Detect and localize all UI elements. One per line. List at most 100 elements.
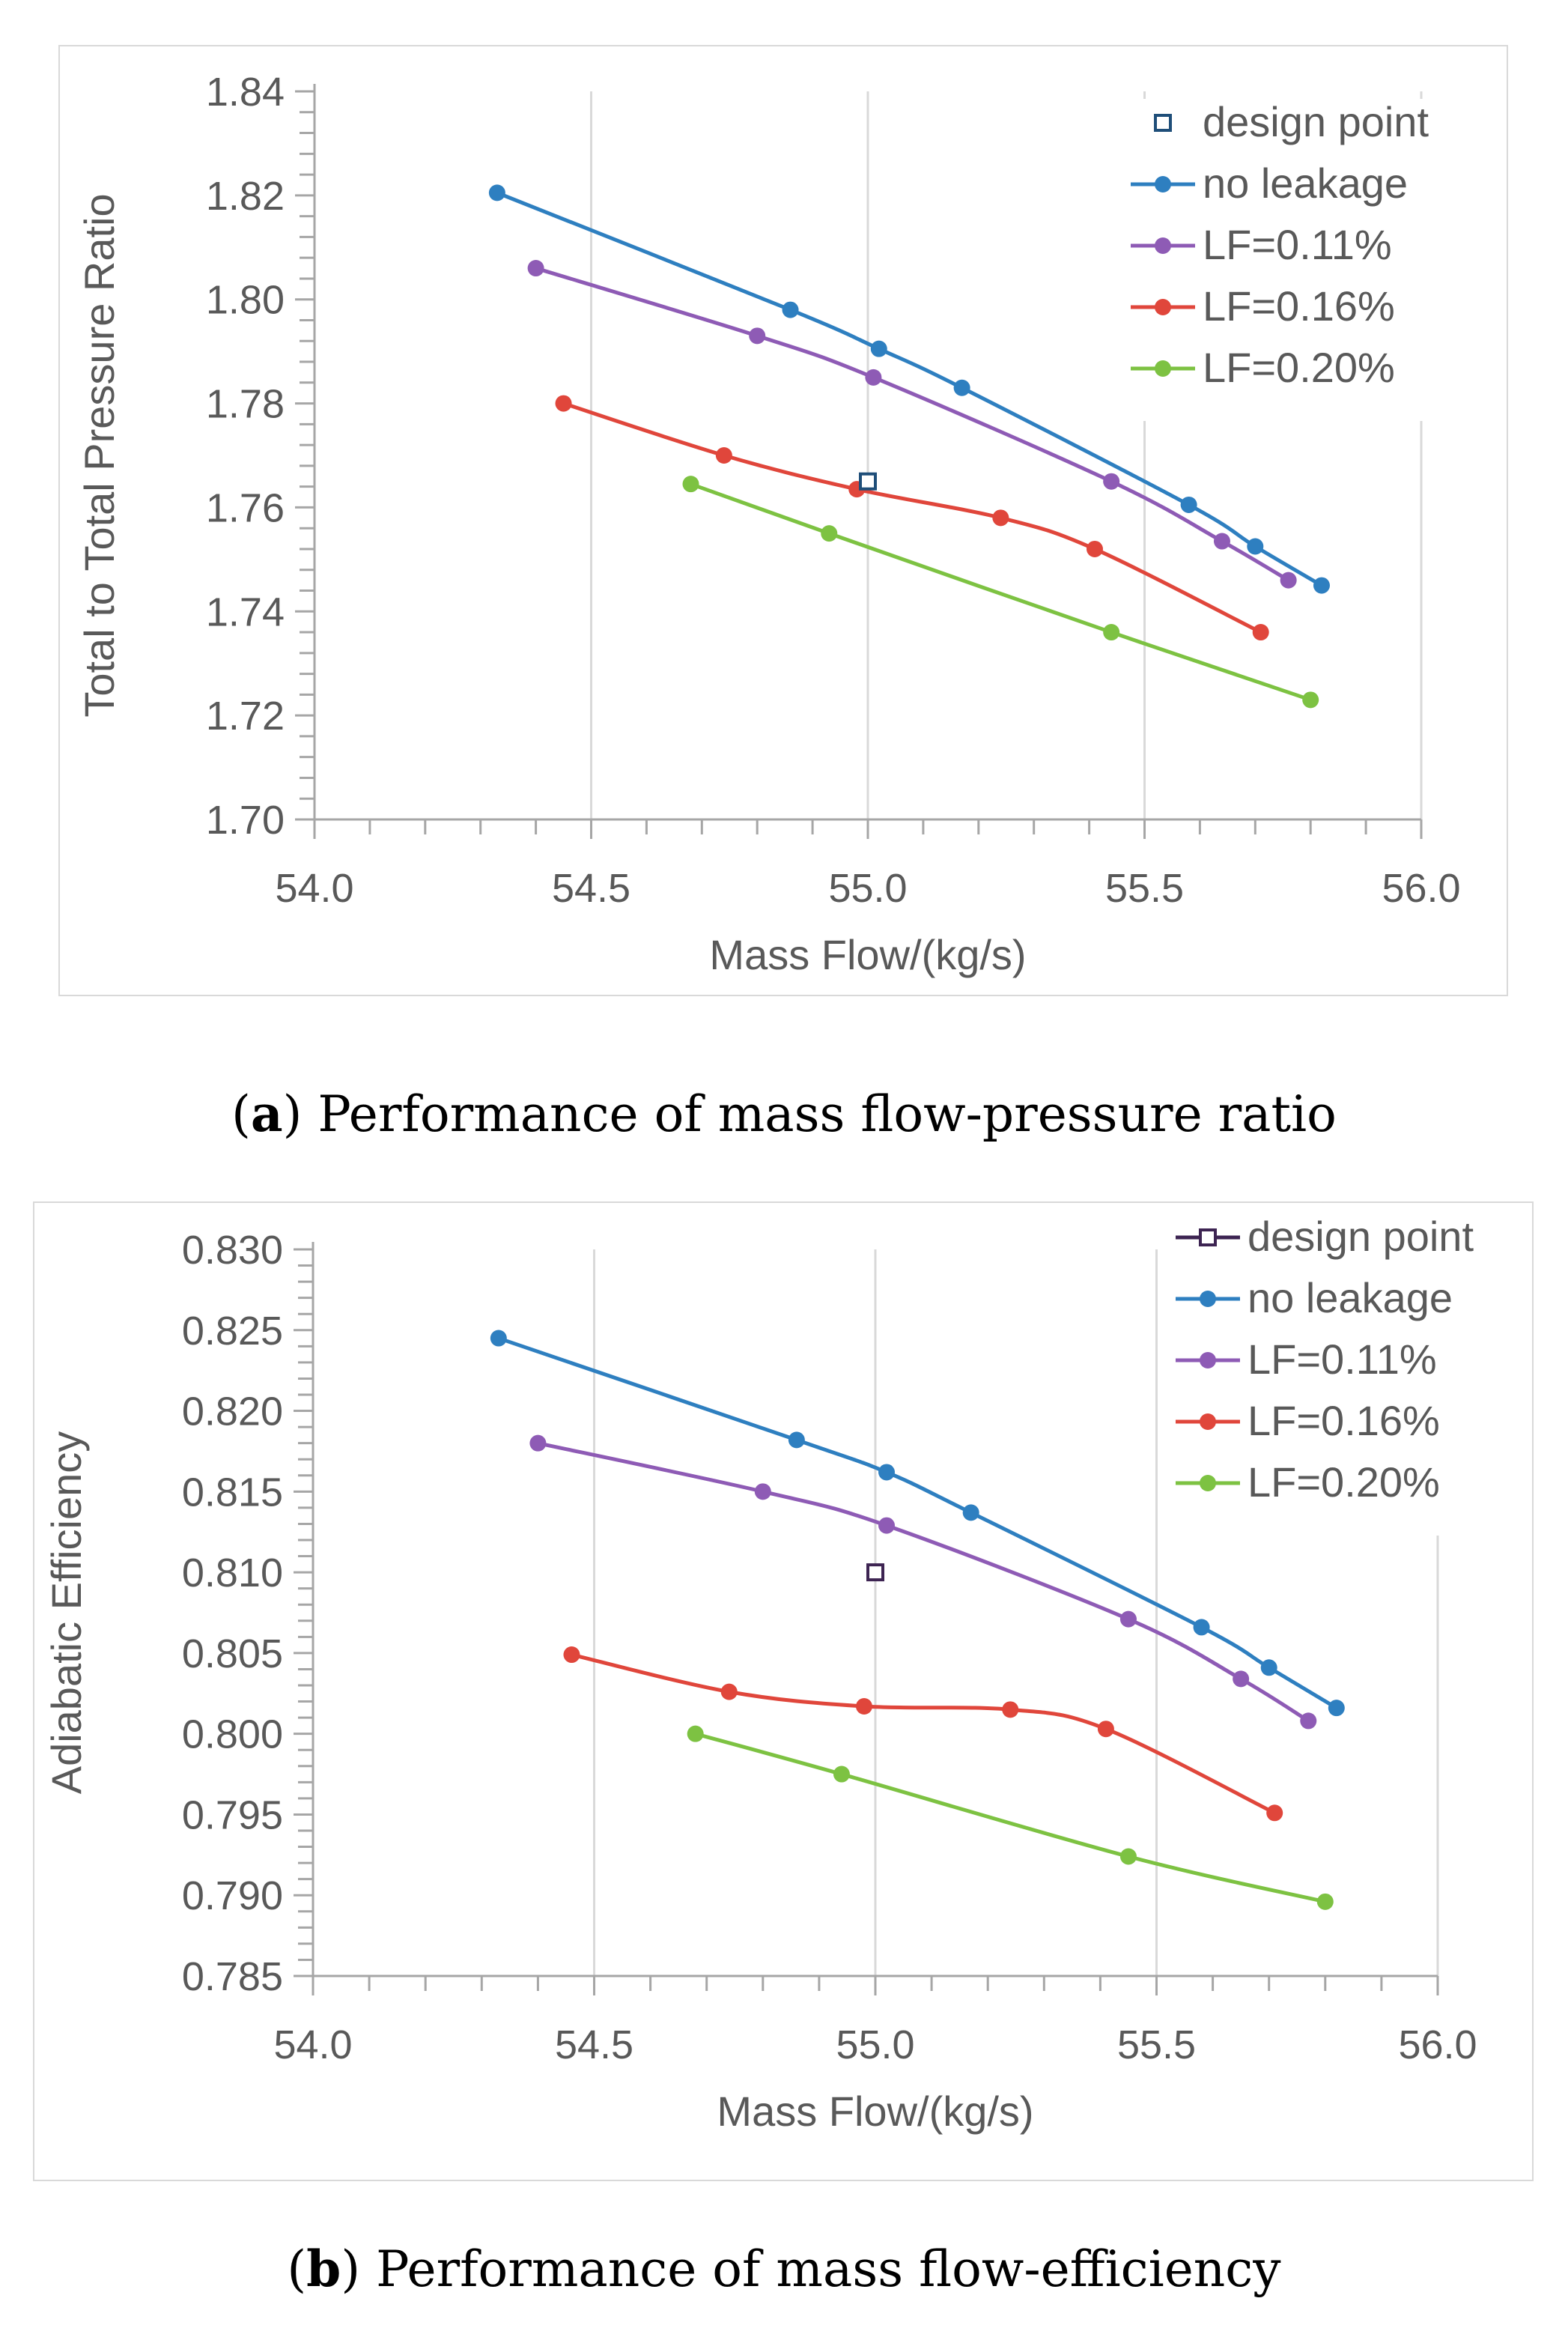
chart-b-series-point-2 — [1266, 1804, 1283, 1822]
chart-a-legend-marker — [1155, 176, 1171, 193]
chart-a-y-tick-label: 1.82 — [206, 174, 285, 219]
chart-b-x-tick-label: 54.0 — [273, 2022, 352, 2067]
chart-b-x-tick-label: 55.5 — [1117, 2022, 1196, 2067]
chart-b-y-tick-label: 0.785 — [182, 1954, 283, 1999]
chart-b-series-point-0 — [962, 1504, 979, 1521]
chart-b-series-point-0 — [788, 1431, 805, 1449]
chart-a-legend-label: LF=0.16% — [1203, 282, 1395, 330]
chart-b-series-point-2 — [855, 1698, 872, 1715]
chart-b-series-point-2 — [563, 1646, 580, 1664]
chart-a-series-point-2 — [555, 395, 572, 412]
chart-a-legend-marker — [1155, 360, 1171, 377]
chart-a-x-tick-label: 56.0 — [1382, 866, 1460, 911]
chart-b-legend-marker — [1200, 1413, 1216, 1430]
chart-b-series-point-3 — [833, 1765, 850, 1783]
chart-b-legend-marker — [1200, 1475, 1216, 1491]
chart-b-series-point-2 — [720, 1683, 738, 1700]
chart-b-series-point-2 — [1002, 1701, 1019, 1718]
chart-b-series-point-1 — [529, 1434, 547, 1452]
chart-a-legend-label: LF=0.20% — [1203, 344, 1395, 391]
chart-b-series-point-2 — [1097, 1721, 1114, 1738]
chart-b-legend-label: LF=0.11% — [1248, 1336, 1437, 1383]
chart-a-legend-marker — [1155, 237, 1171, 254]
chart-b-x-tick-label: 54.5 — [555, 2022, 633, 2067]
pressure-ratio-chart-svg: 54.0 54.5 55.0 55.5 56.0 1.70 1.72 1.74 1.76 1.78… — [76, 70, 1490, 978]
chart-b-series-point-3 — [687, 1725, 704, 1742]
chart-a-series-point-0 — [1247, 538, 1264, 555]
chart-a-design-point-marker — [859, 472, 877, 491]
chart-a-legend-label: no leakage — [1203, 160, 1408, 207]
chart-b-series-point-1 — [1300, 1712, 1317, 1730]
chart-a-legend-label: design point — [1203, 98, 1429, 145]
chart-b-legend-label: LF=0.16% — [1248, 1397, 1440, 1444]
chart-b-series-point-0 — [878, 1464, 896, 1481]
chart-b-x-tick-label: 56.0 — [1398, 2022, 1477, 2067]
chart-b-legend-label: design point — [1248, 1213, 1474, 1260]
chart-a-series-point-1 — [1280, 572, 1297, 589]
chart-a-legend-marker — [1154, 114, 1172, 132]
chart-a-x-tick-label: 55.5 — [1105, 866, 1184, 911]
chart-a-x-tick-label: 54.0 — [275, 866, 353, 911]
chart-a-x-tick-label: 55.0 — [828, 866, 907, 911]
caption-a-text: Performance of mass flow-pressure ratio — [317, 1085, 1337, 1143]
chart-b-series-line-2 — [571, 1652, 1276, 1815]
chart-a-series-point-2 — [1086, 540, 1103, 557]
chart-a-legend-label: LF=0.11% — [1203, 221, 1392, 268]
chart-b-x-tick-label: 55.0 — [836, 2022, 914, 2067]
chart-a-y-tick-label: 1.72 — [206, 694, 285, 739]
chart-a-x-axis-title: Mass Flow/(kg/s) — [709, 931, 1026, 978]
chart-b-y-tick-label: 0.815 — [182, 1470, 283, 1515]
chart-a-series-point-0 — [488, 184, 505, 201]
chart-b-x-axis-title: Mass Flow/(kg/s) — [717, 2088, 1033, 2135]
chart-a-series-point-3 — [682, 476, 699, 493]
chart-b-series-line-0 — [498, 1336, 1338, 1710]
chart-a-series-point-3 — [1103, 624, 1120, 641]
chart-b-series-point-3 — [1316, 1893, 1334, 1910]
chart-b-series-point-1 — [1119, 1610, 1137, 1628]
chart-b-y-tick-label: 0.790 — [182, 1873, 283, 1918]
caption-a: (a) Performance of mass flow-pressure ra… — [231, 1085, 1337, 1143]
chart-b-series-line-3 — [695, 1732, 1326, 1904]
chart-a-series-point-0 — [782, 301, 799, 318]
chart-a-series-point-2 — [715, 447, 732, 464]
chart-b-y-tick-label: 0.825 — [182, 1309, 283, 1354]
chart-a-series-line-0 — [496, 191, 1323, 587]
chart-a-y-tick-label: 1.84 — [206, 70, 285, 115]
chart-b-series-point-1 — [754, 1483, 771, 1500]
chart-b-y-tick-label: 0.795 — [182, 1792, 283, 1837]
chart-a-series-point-0 — [870, 340, 887, 357]
chart-b-legend-marker — [1200, 1352, 1216, 1368]
chart-a-y-tick-label: 1.80 — [206, 278, 285, 323]
chart-b-series-point-0 — [1328, 1700, 1345, 1717]
chart-b-y-tick-label: 0.805 — [182, 1631, 283, 1676]
chart-b-legend: design point no leakage LF=0.11% LF=0.16% LF… — [1161, 1213, 1513, 1536]
chart-a-series-point-2 — [992, 509, 1009, 527]
chart-b-series-point-1 — [1233, 1670, 1250, 1688]
efficiency-chart: 54.0 54.5 55.0 55.5 56.0 0.785 0.790 0.795 0.800… — [33, 1201, 1534, 2181]
chart-a-series-point-1 — [527, 260, 544, 277]
chart-a-legend: design point no leakage LF=0.11% LF=0.16% LF… — [1116, 98, 1490, 421]
chart-a-y-tick-label: 1.74 — [206, 589, 285, 634]
chart-b-y-tick-label: 0.800 — [182, 1712, 283, 1757]
chart-b-design-point-marker — [866, 1563, 884, 1582]
chart-a-series-point-1 — [865, 369, 882, 386]
chart-b-series-point-3 — [1119, 1848, 1137, 1865]
chart-a-y-tick-label: 1.78 — [206, 382, 285, 427]
chart-a-y-axis-title: Total to Total Pressure Ratio — [76, 193, 123, 717]
chart-a-series-point-1 — [749, 327, 766, 345]
efficiency-chart-svg: 54.0 54.5 55.0 55.5 56.0 0.785 0.790 0.795 0.800… — [43, 1213, 1513, 2135]
chart-b-legend-label: no leakage — [1248, 1274, 1453, 1321]
chart-b-series-point-0 — [1193, 1619, 1210, 1636]
chart-a-y-tick-label: 1.76 — [206, 485, 285, 530]
chart-b-y-tick-label: 0.820 — [182, 1389, 283, 1434]
chart-a-x-tick-label: 54.5 — [552, 866, 630, 911]
chart-a-series-point-1 — [1103, 473, 1120, 490]
chart-b-series-point-1 — [878, 1517, 896, 1534]
chart-a-series-point-0 — [1313, 577, 1330, 594]
chart-a-series-point-2 — [1252, 624, 1269, 641]
chart-b-legend-label: LF=0.20% — [1248, 1458, 1440, 1506]
chart-b-y-tick-label: 0.810 — [182, 1551, 283, 1595]
chart-b-y-axis-title: Adiabatic Efficiency — [43, 1431, 90, 1795]
caption-b-text: Performance of mass flow-efficiency — [376, 2240, 1281, 2298]
chart-b-series-point-0 — [490, 1330, 507, 1347]
